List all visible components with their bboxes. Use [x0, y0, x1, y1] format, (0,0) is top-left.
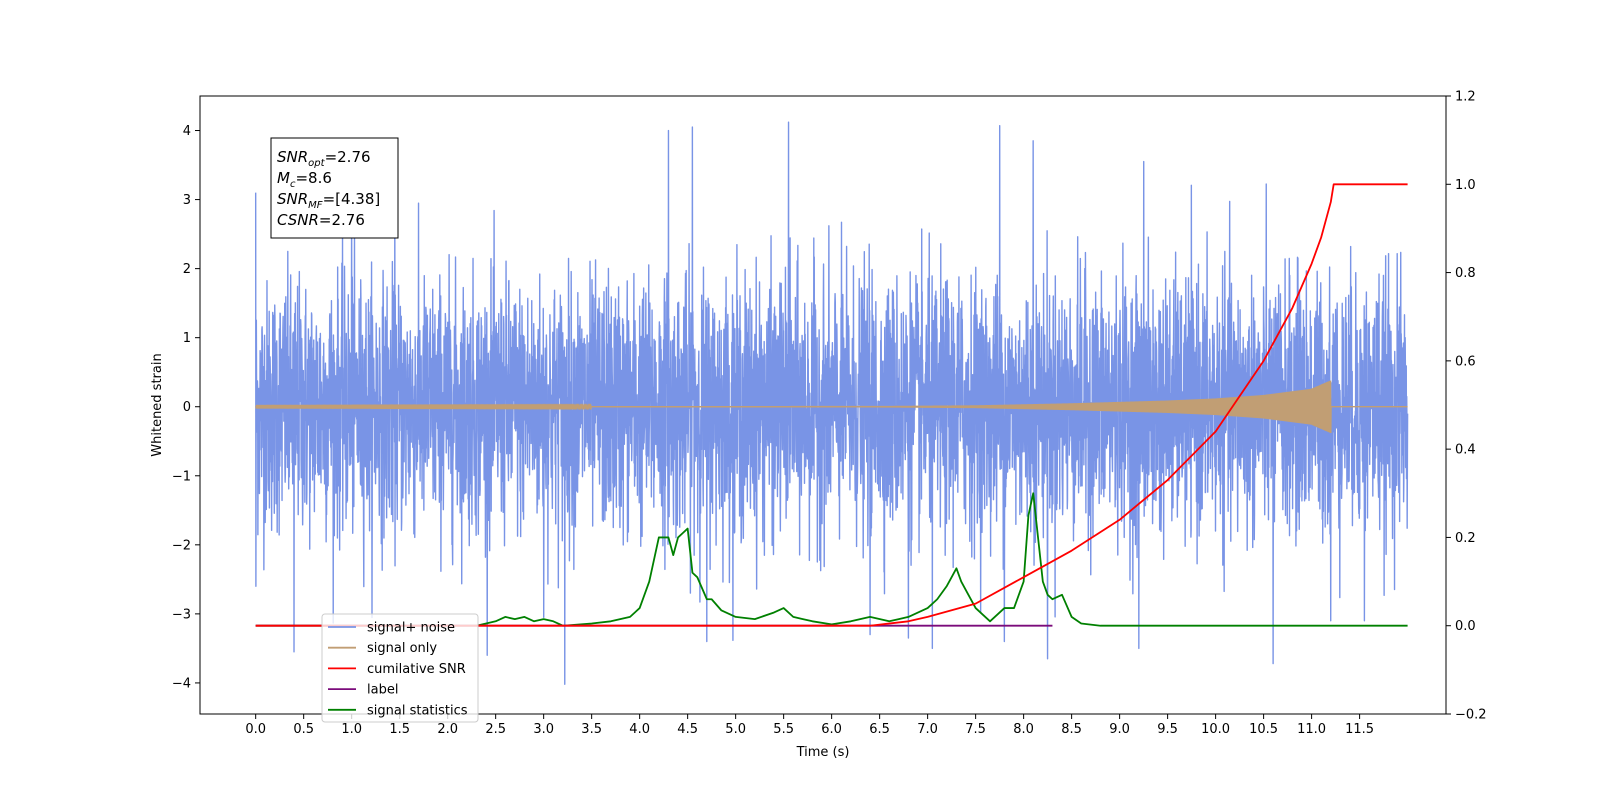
x-tick-label: 8.5: [1061, 722, 1082, 737]
x-tick-label: 3.0: [533, 722, 554, 737]
x-tick-label: 11.0: [1297, 722, 1326, 737]
x-axis-label: Time (s): [796, 745, 850, 760]
annotation-frame: [270, 137, 399, 239]
legend-label-cumilative-snr: cumilative SNR: [367, 662, 466, 677]
right-y-tick-label: 1.2: [1455, 90, 1476, 105]
legend: signal+ noise signal only cumilative SNR la…: [321, 613, 479, 723]
legend-frame: [321, 613, 479, 723]
right-y-tick-label: 1.0: [1455, 178, 1476, 193]
x-tick-label: 7.0: [917, 722, 938, 737]
annotation-line: SNRMF=[4.38]: [277, 190, 380, 211]
x-tick-label: 4.5: [677, 722, 698, 737]
x-tick-label: 2.0: [437, 722, 458, 737]
x-tick-label: 5.5: [773, 722, 794, 737]
y-axis-ticks: −4 −3 −2 −1 0 1 2 3 4: [172, 124, 200, 691]
x-tick-label: 1.5: [389, 722, 410, 737]
signal-noise-line: [254, 121, 1409, 686]
right-y-tick-label: −0.2: [1455, 708, 1487, 723]
series-signal-noise: [254, 121, 1409, 686]
x-tick-label: 0.5: [293, 722, 314, 737]
y-tick-label: −4: [172, 676, 191, 691]
annotation-line: CSNR=2.76: [277, 211, 365, 229]
y-tick-label: 4: [183, 124, 191, 139]
series-cumulative-snr: [255, 183, 1408, 627]
right-y-tick-label: 0.6: [1455, 354, 1476, 369]
legend-label-label: label: [367, 683, 398, 698]
x-tick-label: 10.5: [1249, 722, 1278, 737]
right-y-tick-label: 0.2: [1455, 531, 1476, 546]
x-tick-label: 4.0: [629, 722, 650, 737]
y-tick-label: −1: [172, 469, 191, 484]
x-tick-label: 3.5: [581, 722, 602, 737]
signal-statistics-line: [255, 492, 1408, 627]
x-tick-label: 7.5: [965, 722, 986, 737]
annotation-line: SNRopt=2.76: [277, 148, 371, 169]
y-tick-label: 0: [183, 400, 191, 415]
legend-label-signal-noise: signal+ noise: [367, 621, 455, 636]
y-tick-label: −2: [172, 538, 191, 553]
y-tick-label: 1: [183, 331, 191, 346]
axes-frame: [199, 95, 1447, 715]
x-tick-label: 5.0: [725, 722, 746, 737]
y-tick-label: 3: [183, 193, 191, 208]
x-tick-label: 9.5: [1157, 722, 1178, 737]
y-axis-label: Whitened strain: [150, 353, 165, 456]
series-signal-only: [255, 380, 1408, 433]
y-tick-label: 2: [183, 262, 191, 277]
x-tick-label: 10.0: [1201, 722, 1230, 737]
annotation-line: Mc=8.6: [277, 169, 332, 190]
legend-label-signal-statistics: signal statistics: [367, 703, 468, 718]
x-axis-ticks: 0.0 0.5 1.0 1.5 2.0 2.5 3.0 3.5 4.0 4.5 5.0 5.5 6.0 6…: [245, 714, 1374, 737]
right-y-axis-ticks: −0.2 0.0 0.2 0.4 0.6 0.8 1.0 1.2: [1446, 90, 1487, 723]
x-tick-label: 8.0: [1013, 722, 1034, 737]
x-tick-label: 2.5: [485, 722, 506, 737]
right-y-tick-label: 0.8: [1455, 266, 1476, 281]
cumulative-snr-line: [255, 183, 1408, 627]
right-y-tick-label: 0.0: [1455, 619, 1476, 634]
series-signal-statistics: [255, 492, 1408, 627]
x-tick-label: 11.5: [1345, 722, 1374, 737]
x-tick-label: 0.0: [245, 722, 266, 737]
legend-label-signal-only: signal only: [367, 641, 437, 656]
x-tick-label: 1.0: [341, 722, 362, 737]
x-tick-label: 6.5: [869, 722, 890, 737]
y-tick-label: −3: [172, 607, 191, 622]
right-y-tick-label: 0.4: [1455, 443, 1476, 458]
x-tick-label: 6.0: [821, 722, 842, 737]
signal-only-line: [255, 380, 1408, 433]
x-tick-label: 9.0: [1109, 722, 1130, 737]
